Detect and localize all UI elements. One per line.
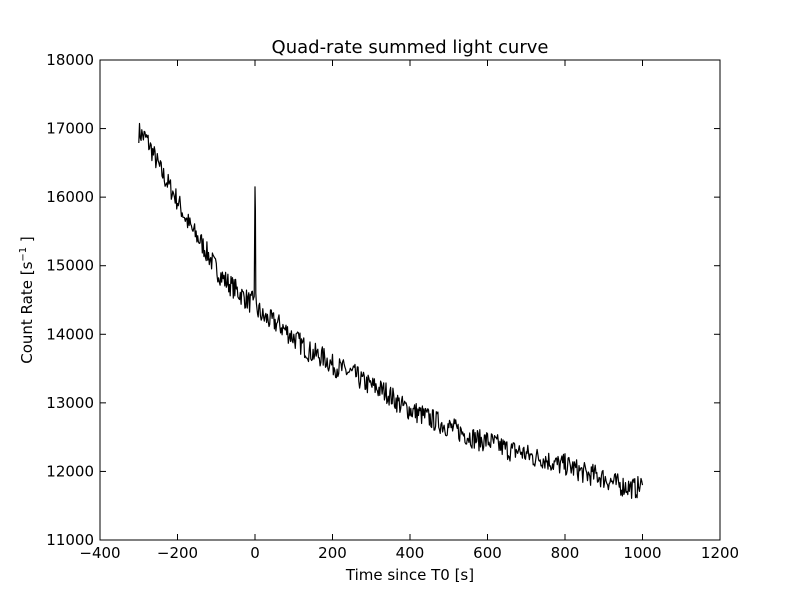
- x-tick-label: 1200: [701, 544, 739, 562]
- x-tick-label: 800: [551, 544, 580, 562]
- x-axis-label: Time since T0 [s]: [345, 566, 474, 584]
- y-tick-label: 18000: [46, 51, 94, 69]
- x-tick-label: 600: [473, 544, 502, 562]
- plot-frame: [99, 59, 721, 541]
- y-tick-label: 14000: [46, 325, 94, 343]
- x-tick-label: 0: [250, 544, 260, 562]
- y-tick-label: 16000: [46, 188, 94, 206]
- x-tick-label: 400: [396, 544, 425, 562]
- y-tick-label: 13000: [46, 394, 94, 412]
- plot-area: [100, 60, 720, 540]
- x-tick-label: −200: [157, 544, 198, 562]
- x-tick-label: 1000: [623, 544, 661, 562]
- x-tick-label: −400: [79, 544, 120, 562]
- chart-title: Quad-rate summed light curve: [272, 37, 549, 58]
- y-tick-label: 15000: [46, 257, 94, 275]
- y-axis-label: Count Rate [s−1 ]: [18, 236, 36, 364]
- y-tick-label: 17000: [46, 120, 94, 138]
- x-tick-label: 200: [318, 544, 347, 562]
- axis-tick-labels: −400 −200 0 200 400 600 800 1000 1200 11000 12000 1…: [46, 51, 739, 562]
- y-tick-label: 11000: [46, 531, 94, 549]
- series-line-count-rate: [138, 122, 644, 499]
- y-tick-label: 12000: [46, 462, 94, 480]
